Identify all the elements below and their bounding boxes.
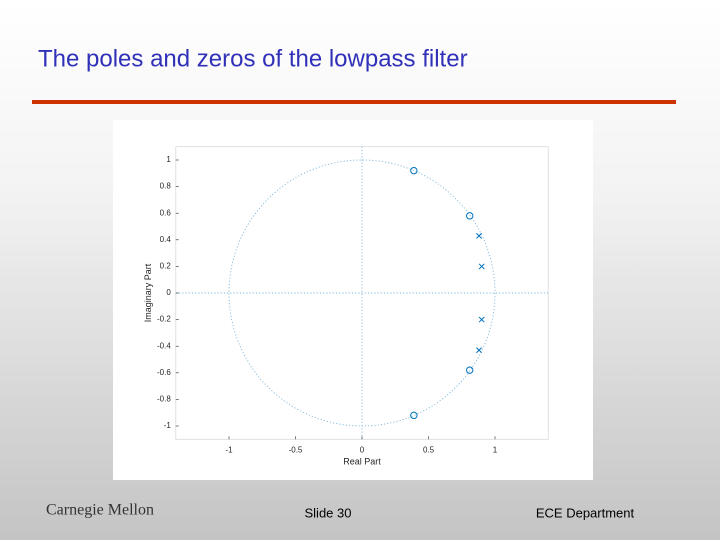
pole-marker bbox=[476, 232, 482, 239]
y-tick-label: -0.8 bbox=[157, 395, 171, 404]
y-tick-label: -0.6 bbox=[157, 368, 171, 377]
chart: -1 -0.5 0 0.5 1 -1 -0.8 -0.6 -0.4 -0.2 0 0.2 0.4 0.6 0… bbox=[143, 146, 549, 467]
slide-number: Slide 30 bbox=[305, 505, 352, 520]
pole-marker bbox=[476, 347, 482, 354]
pole-marker bbox=[478, 316, 485, 323]
y-tick-label: 0.4 bbox=[160, 235, 172, 244]
department: ECE Department bbox=[536, 505, 635, 520]
y-tick-label: 1 bbox=[166, 155, 171, 164]
zero-marker bbox=[466, 366, 474, 374]
slide-title: The poles and zeros of the lowpass filte… bbox=[38, 45, 468, 72]
x-tick-label: -1 bbox=[225, 445, 233, 454]
y-tick-label: 0.6 bbox=[160, 208, 172, 217]
plot-image bbox=[113, 120, 593, 480]
pole-marker bbox=[478, 263, 485, 270]
y-tick-label: 0.8 bbox=[160, 182, 172, 191]
logo: Carnegie Mellon bbox=[46, 502, 154, 519]
zero-marker bbox=[410, 166, 418, 175]
y-tick-label: -0.4 bbox=[157, 341, 171, 350]
x-tick-label: -0.5 bbox=[289, 445, 303, 454]
y-axis-label: Imaginary Part bbox=[143, 263, 153, 322]
zero-marker bbox=[466, 212, 474, 220]
title-rule bbox=[32, 100, 676, 104]
y-tick-label: -1 bbox=[164, 421, 172, 430]
unit-circle bbox=[228, 159, 496, 427]
y-tick-label: -0.2 bbox=[157, 315, 171, 324]
y-tick-label: 0 bbox=[166, 288, 171, 297]
x-axis-label: Real Part bbox=[343, 457, 381, 467]
x-tick-label: 0 bbox=[360, 445, 365, 454]
x-tick-label: 0.5 bbox=[423, 445, 435, 454]
zero-marker bbox=[410, 411, 418, 420]
y-tick-label: 0.2 bbox=[160, 262, 172, 271]
x-tick-label: 1 bbox=[493, 445, 498, 454]
